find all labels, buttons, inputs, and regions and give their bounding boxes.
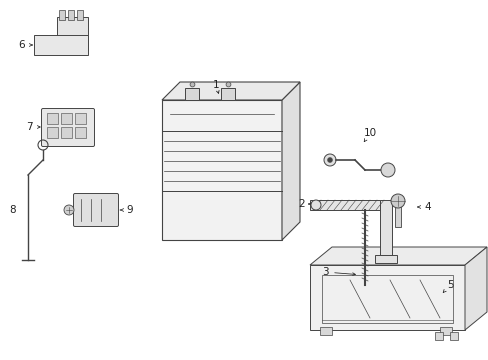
Bar [394,205,400,227]
Polygon shape [162,82,299,100]
Bar [47,113,58,124]
Circle shape [390,194,404,208]
Bar [61,127,72,138]
Bar [47,127,58,138]
Text: 1: 1 [212,80,219,90]
Circle shape [64,205,74,215]
Polygon shape [464,247,486,330]
Bar [184,88,199,100]
Bar [221,88,235,100]
Bar [75,127,86,138]
Polygon shape [309,265,464,330]
Bar [60,10,65,20]
FancyBboxPatch shape [73,194,118,226]
Text: 10: 10 [363,128,376,138]
Polygon shape [309,247,486,265]
Bar [374,255,396,263]
Text: 5: 5 [446,280,452,290]
Circle shape [310,200,320,210]
Text: 6: 6 [19,40,25,50]
Bar [321,275,452,323]
Circle shape [327,158,332,162]
Text: 3: 3 [321,267,327,277]
FancyBboxPatch shape [57,17,88,50]
Bar [319,327,331,335]
Bar [434,332,442,340]
Text: 2: 2 [298,199,305,209]
Text: 4: 4 [424,202,430,212]
Polygon shape [309,200,379,210]
Bar [77,10,83,20]
Text: 9: 9 [126,205,133,215]
Bar [75,113,86,124]
Text: 7: 7 [26,122,32,132]
Bar [61,113,72,124]
FancyBboxPatch shape [34,35,88,55]
FancyBboxPatch shape [41,108,94,147]
Circle shape [380,163,394,177]
Bar [162,100,282,240]
Bar [379,200,391,255]
Bar [449,332,457,340]
Bar [439,327,451,335]
Text: 8: 8 [10,205,16,215]
Bar [68,10,74,20]
Circle shape [324,154,335,166]
Polygon shape [282,82,299,240]
